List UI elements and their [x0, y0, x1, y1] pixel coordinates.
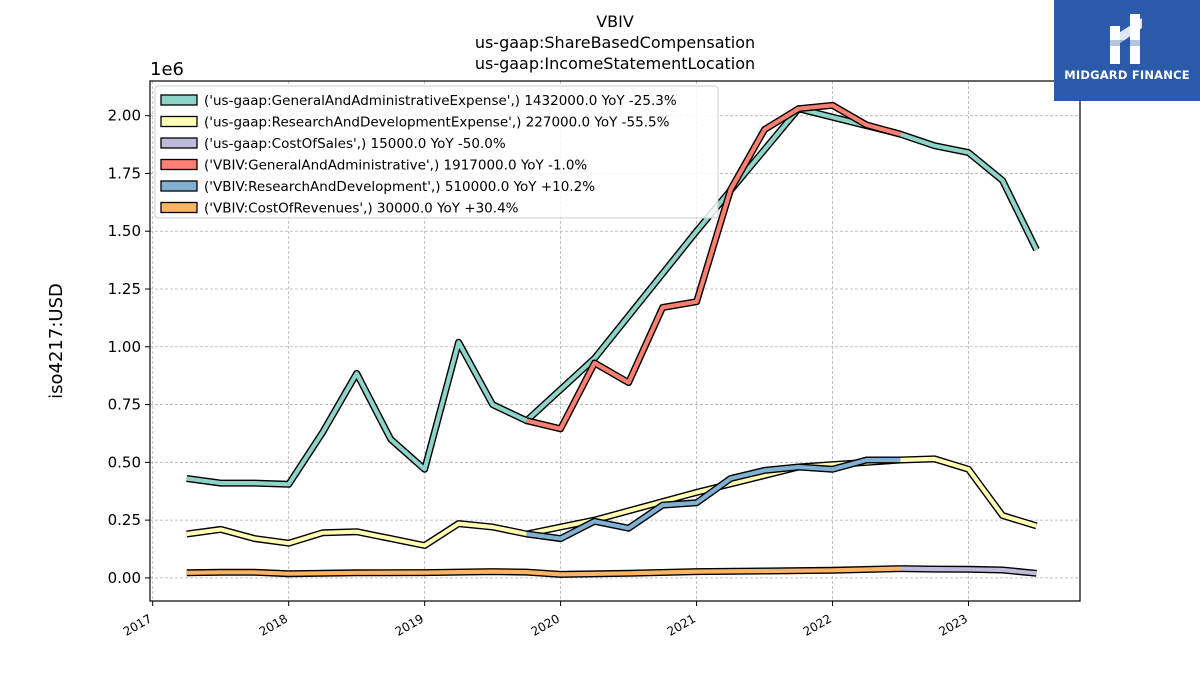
series-line [186, 456, 1038, 548]
series-line [526, 103, 902, 431]
title-line: us-gaap:IncomeStatementLocation [475, 54, 755, 73]
y-tick-label: 1.50 [108, 222, 141, 240]
legend-label: ('VBIV:CostOfRevenues',) 30000.0 YoY +30… [204, 201, 519, 217]
x-tick-label: 2019 [393, 611, 426, 638]
y-tick-label: 1.75 [108, 164, 141, 182]
y-axis-label: iso4217:USD [46, 283, 67, 399]
y-axis: 0.00 0.25 0.50 0.75 1.00 1.25 1.50 1.75 2.00 [108, 107, 150, 587]
y-tick-label: 0.25 [108, 511, 141, 529]
legend-label: ('us-gaap:CostOfSales',) 15000.0 YoY -50… [204, 136, 506, 152]
x-tick-label: 2023 [937, 611, 970, 638]
logo-icon [1110, 14, 1142, 64]
series-line [186, 566, 901, 577]
x-axis: 2017 2018 2019 2020 2021 2022 2023 [121, 601, 970, 639]
x-tick-label: 2021 [665, 611, 698, 638]
plot-frame [149, 80, 1081, 602]
y-tick-label: 0.00 [108, 569, 141, 587]
legend: ('us-gaap:GeneralAndAdministrativeExpens… [154, 85, 719, 219]
legend-swatch [160, 180, 198, 192]
series-line [186, 106, 1039, 487]
x-tick-label: 2018 [257, 611, 290, 638]
y-tick-label: 1.00 [108, 338, 141, 356]
legend-label: ('us-gaap:ResearchAndDevelopmentExpense'… [204, 115, 670, 131]
series-lines [186, 101, 1040, 578]
y-tick-label: 0.50 [108, 453, 141, 471]
x-tick-label: 2022 [801, 611, 834, 638]
legend-label: ('VBIV:ResearchAndDevelopment',) 510000.… [204, 179, 595, 195]
legend-swatch [160, 115, 198, 128]
brand-logo: MIDGARD FINANCE [1054, 0, 1200, 101]
legend-swatch [160, 137, 198, 149]
series-outline [186, 455, 1038, 549]
legend-swatch [160, 94, 198, 106]
title-line: VBIV [596, 12, 634, 31]
chart-title: VBIV us-gaap:ShareBasedCompensation us-gaa… [475, 12, 755, 73]
legend-box [154, 85, 719, 219]
series-line [526, 457, 901, 541]
legend-swatch [160, 201, 198, 214]
title-line: us-gaap:ShareBasedCompensation [475, 33, 755, 52]
y-tick-label: 1.25 [108, 280, 141, 298]
legend-label: ('us-gaap:GeneralAndAdministrativeExpens… [204, 93, 677, 109]
y-multiplier: 1e6 [150, 59, 184, 80]
x-tick-label: 2020 [529, 611, 562, 638]
y-tick-label: 0.75 [108, 396, 141, 414]
legend-swatch [160, 158, 198, 171]
y-tick-label: 2.00 [108, 107, 141, 125]
legend-label: ('VBIV:GeneralAndAdministrative',) 19170… [204, 158, 587, 174]
series-line [900, 566, 1037, 576]
x-tick-label: 2017 [121, 611, 154, 638]
logo-text: MIDGARD FINANCE [1064, 68, 1190, 82]
